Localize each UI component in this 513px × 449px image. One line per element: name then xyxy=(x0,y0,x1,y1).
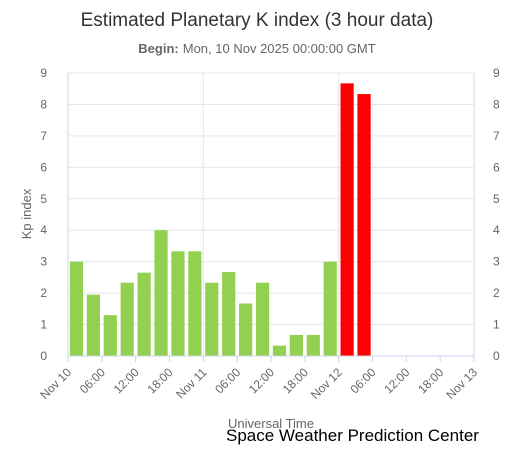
kp-bar xyxy=(272,345,287,356)
y-tick-label-left: 9 xyxy=(40,66,47,80)
y-tick-label-right: 1 xyxy=(493,318,500,332)
y-tick-label-right: 2 xyxy=(493,286,500,300)
x-tick-label: Nov 13 xyxy=(443,365,480,402)
y-tick-label-left: 5 xyxy=(40,192,47,206)
y-tick-label-left: 2 xyxy=(40,286,47,300)
kp-bar xyxy=(86,294,100,356)
y-tick-label-right: 6 xyxy=(493,160,500,174)
grid-lines xyxy=(68,72,474,357)
x-tick-label: Nov 10 xyxy=(37,365,74,402)
y-tick-labels-left: 0 1 2 3 4 5 6 7 8 9 xyxy=(40,66,47,363)
x-tick-label: 12:00 xyxy=(246,365,277,396)
y-tick-label-right: 5 xyxy=(493,192,500,206)
kp-bar xyxy=(137,272,151,356)
kp-bar xyxy=(103,315,117,356)
y-tick-label-left: 8 xyxy=(40,97,47,111)
y-tick-label-right: 4 xyxy=(493,223,500,237)
x-tick-label: 18:00 xyxy=(415,365,446,396)
y-tick-label-left: 4 xyxy=(40,223,47,237)
kp-bar xyxy=(222,272,236,356)
subtitle-value: Mon, 10 Nov 2025 00:00:00 GMT xyxy=(183,41,376,56)
x-tick-label: 18:00 xyxy=(144,365,175,396)
axes xyxy=(67,73,475,362)
x-tick-label: 12:00 xyxy=(381,365,412,396)
bars xyxy=(69,83,371,356)
kp-bar xyxy=(357,94,371,356)
x-tick-label: 18:00 xyxy=(280,365,311,396)
y-tick-label-right: 9 xyxy=(493,66,500,80)
y-axis-title: Kp index xyxy=(19,188,34,239)
y-tick-label-right: 0 xyxy=(493,349,500,363)
x-tick-label: 06:00 xyxy=(77,365,108,396)
x-tick-label: Nov 11 xyxy=(173,365,209,401)
x-tick-label: 06:00 xyxy=(212,365,243,396)
y-tick-label-left: 7 xyxy=(40,129,47,143)
kp-bar xyxy=(306,334,320,356)
kp-bar xyxy=(340,83,354,356)
y-tick-label-left: 6 xyxy=(40,160,47,174)
y-tick-labels-right: 0 1 2 3 4 5 6 7 8 9 xyxy=(493,66,500,363)
y-tick-label-right: 8 xyxy=(493,97,500,111)
x-tick-label: 06:00 xyxy=(347,365,378,396)
kp-bar xyxy=(323,261,337,356)
chart-title: Estimated Planetary K index (3 hour data… xyxy=(81,10,434,31)
y-tick-label-right: 7 xyxy=(493,129,500,143)
chart-subtitle: Begin: Mon, 10 Nov 2025 00:00:00 GMT xyxy=(138,41,375,56)
kp-bar xyxy=(255,282,270,356)
x-tick-label: 12:00 xyxy=(111,365,142,396)
subtitle-label: Begin: xyxy=(138,41,178,56)
x-axis-title: Universal Time xyxy=(228,416,314,431)
kp-bar xyxy=(120,282,134,356)
y-tick-label-left: 1 xyxy=(40,318,47,332)
y-tick-label-right: 3 xyxy=(493,255,500,269)
y-tick-label-left: 0 xyxy=(40,349,47,363)
credit-text: Space Weather Prediction Center xyxy=(226,426,479,445)
kp-bar xyxy=(188,251,202,356)
kp-bar xyxy=(69,261,84,356)
y-tick-label-left: 3 xyxy=(40,255,47,269)
kp-bar xyxy=(171,251,185,356)
kp-bar xyxy=(154,230,168,356)
kp-bar xyxy=(205,282,219,356)
kp-bar xyxy=(289,334,303,356)
kp-bar xyxy=(239,303,253,356)
x-tick-label: Nov 12 xyxy=(308,365,345,402)
